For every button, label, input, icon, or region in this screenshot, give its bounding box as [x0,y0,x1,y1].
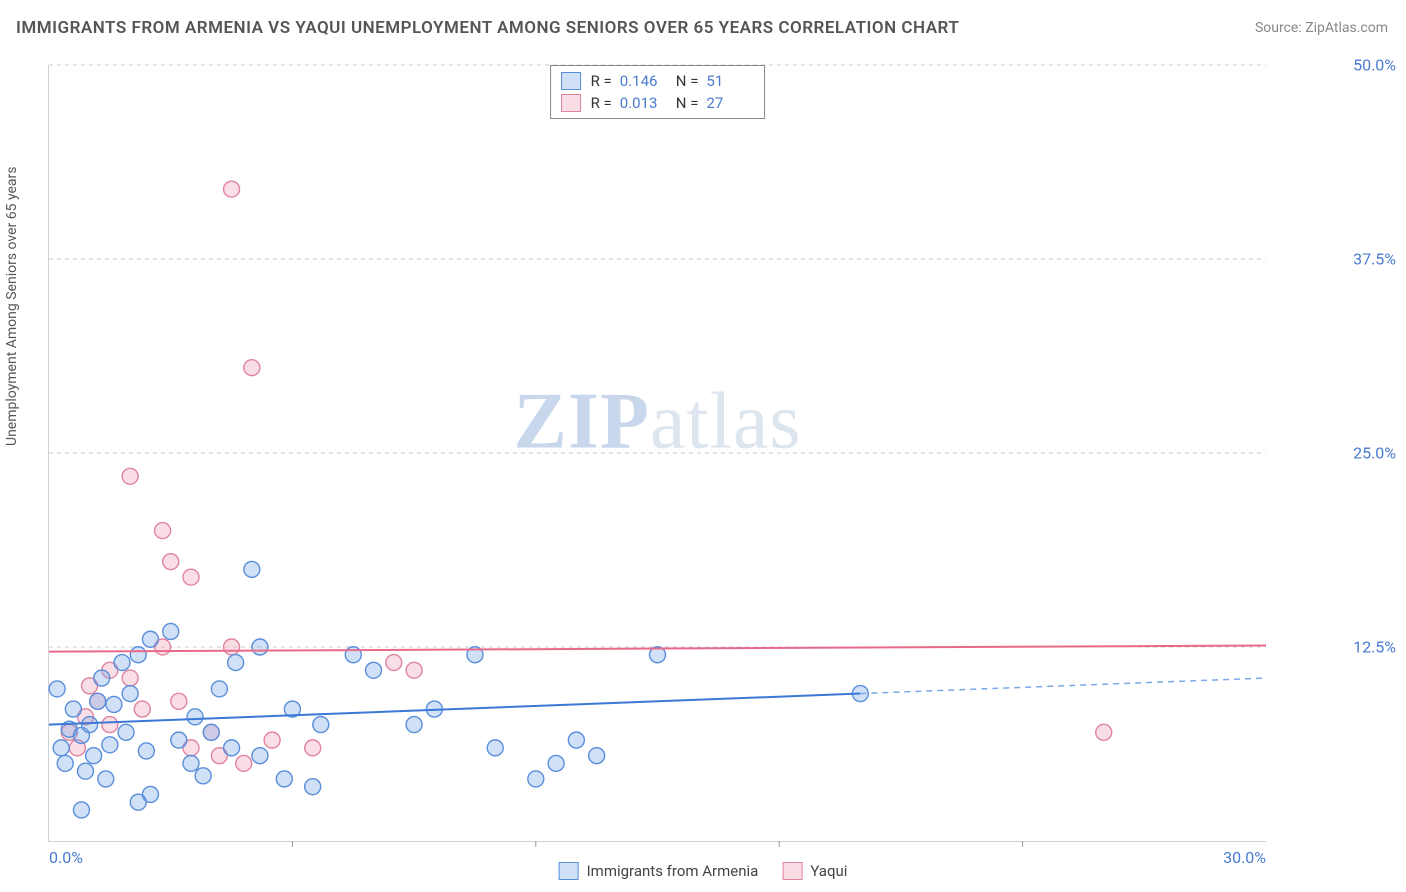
data-point [163,554,179,570]
data-point [211,681,227,697]
data-point [122,686,138,702]
swatch-blue-icon [561,72,581,90]
data-point [134,701,150,717]
data-point [155,523,171,539]
data-point [589,748,605,764]
data-point [171,732,187,748]
data-point [195,768,211,784]
data-point [568,732,584,748]
data-point [102,717,118,733]
trend-line-blue-extrapolated [860,678,1266,694]
data-point [264,732,280,748]
data-point [528,771,544,787]
data-point [406,662,422,678]
data-point [313,717,329,733]
data-point [224,740,240,756]
data-point [122,670,138,686]
data-point [65,701,81,717]
data-point [305,740,321,756]
chart-title: IMMIGRANTS FROM ARMENIA VS YAQUI UNEMPLO… [16,18,959,38]
x-tick-label: 0.0% [49,848,83,867]
data-point [163,623,179,639]
y-axis-label: Unemployment Among Seniors over 65 years [4,167,20,447]
swatch-pink-icon [561,94,581,112]
data-point [386,655,402,671]
data-point [130,647,146,663]
r-label: R = [591,94,612,112]
source-value: ZipAtlas.com [1305,20,1388,36]
data-point [406,717,422,733]
data-point [106,696,122,712]
data-point [366,662,382,678]
data-point [142,631,158,647]
data-point [487,740,503,756]
data-point [276,771,292,787]
data-point [86,748,102,764]
y-tick-label: 12.5% [1353,638,1396,657]
data-point [203,724,219,740]
data-point [94,670,110,686]
n-label: N = [676,94,699,112]
legend-label: Immigrants from Armenia [587,862,759,880]
legend-row-pink: R = 0.013 N = 27 [561,92,755,114]
data-point [114,655,130,671]
data-point [49,681,65,697]
data-point [53,740,69,756]
source-attribution: Source: ZipAtlas.com [1255,20,1388,36]
chart-plot-area: ZIPatlas R = 0.146 N = 51 R = 0.013 N = … [48,65,1266,842]
n-value: 27 [706,94,754,112]
data-point [224,181,240,197]
data-point [98,771,114,787]
data-point [171,693,187,709]
data-point [90,693,106,709]
scatter-plot [49,65,1266,841]
data-point [236,755,252,771]
legend-label: Yaqui [810,862,847,880]
correlation-legend: R = 0.146 N = 51 R = 0.013 N = 27 [550,65,766,119]
legend-item-blue: Immigrants from Armenia [559,862,759,880]
n-value: 51 [706,72,754,90]
n-label: N = [676,72,699,90]
legend-row-blue: R = 0.146 N = 51 [561,70,755,92]
r-label: R = [591,72,612,90]
swatch-pink-icon [782,862,802,880]
data-point [102,737,118,753]
data-point [244,360,260,376]
r-value: 0.146 [620,72,668,90]
data-point [1096,724,1112,740]
y-tick-label: 37.5% [1353,250,1396,269]
data-point [138,743,154,759]
y-tick-label: 50.0% [1353,56,1396,75]
data-point [183,569,199,585]
data-point [73,802,89,818]
data-point [183,755,199,771]
data-point [57,755,73,771]
swatch-blue-icon [559,862,579,880]
y-tick-label: 25.0% [1353,444,1396,463]
source-label: Source: [1255,20,1302,36]
data-point [252,639,268,655]
data-point [224,639,240,655]
data-point [548,755,564,771]
x-tick-label: 30.0% [1223,848,1266,867]
data-point [252,748,268,764]
data-point [82,717,98,733]
r-value: 0.013 [620,94,668,112]
data-point [78,763,94,779]
data-point [130,794,146,810]
data-point [228,655,244,671]
data-point [118,724,134,740]
data-point [244,561,260,577]
data-point [122,468,138,484]
series-legend: Immigrants from Armenia Yaqui [559,862,848,880]
data-point [305,779,321,795]
data-point [187,709,203,725]
legend-item-pink: Yaqui [782,862,847,880]
